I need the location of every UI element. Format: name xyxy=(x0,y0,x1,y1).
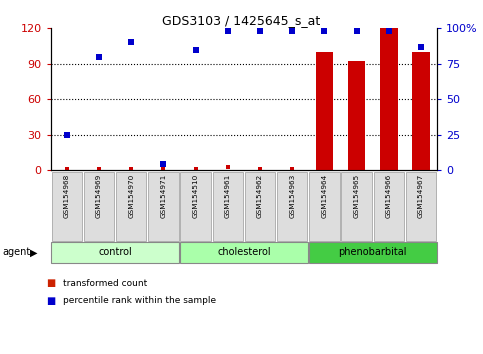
Text: GSM154963: GSM154963 xyxy=(289,173,295,218)
Text: cholesterol: cholesterol xyxy=(217,247,271,257)
Text: GSM154962: GSM154962 xyxy=(257,173,263,218)
Text: GDS3103 / 1425645_s_at: GDS3103 / 1425645_s_at xyxy=(162,14,321,27)
Text: transformed count: transformed count xyxy=(63,279,147,288)
Bar xyxy=(315,52,333,170)
Text: phenobarbital: phenobarbital xyxy=(339,247,407,257)
Text: GSM154966: GSM154966 xyxy=(386,173,392,218)
Text: GSM154969: GSM154969 xyxy=(96,173,102,218)
Text: GSM154510: GSM154510 xyxy=(193,173,199,218)
Text: GSM154967: GSM154967 xyxy=(418,173,424,218)
Text: control: control xyxy=(98,247,132,257)
Bar xyxy=(412,52,430,170)
Text: GSM154970: GSM154970 xyxy=(128,173,134,218)
Text: GSM154965: GSM154965 xyxy=(354,173,360,218)
Text: agent: agent xyxy=(2,247,30,257)
Text: percentile rank within the sample: percentile rank within the sample xyxy=(63,296,216,306)
Bar xyxy=(348,61,366,170)
Text: ■: ■ xyxy=(46,296,55,306)
Text: GSM154961: GSM154961 xyxy=(225,173,231,218)
Text: ■: ■ xyxy=(46,278,55,288)
Bar xyxy=(380,28,398,170)
Text: GSM154971: GSM154971 xyxy=(160,173,167,218)
Text: ▶: ▶ xyxy=(30,247,37,257)
Text: GSM154968: GSM154968 xyxy=(64,173,70,218)
Text: GSM154964: GSM154964 xyxy=(321,173,327,218)
